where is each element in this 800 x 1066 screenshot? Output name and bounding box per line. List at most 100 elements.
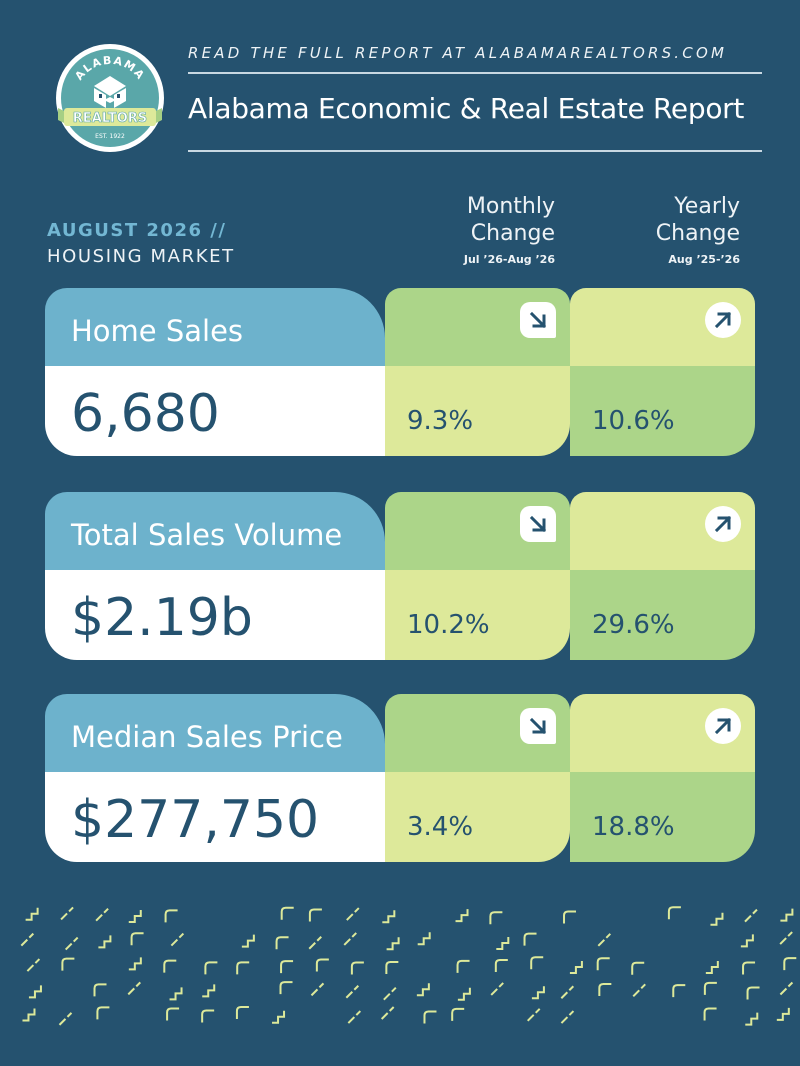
pattern-stroke [672, 984, 686, 998]
pattern-stroke [64, 936, 79, 951]
pattern-stroke [667, 906, 681, 920]
metric-value-box: 6,680 [45, 366, 385, 456]
monthly-change-value: 3.4% [407, 812, 474, 842]
metric-card-total-sales-volume: Total Sales Volume $2.19b 10.2% 29.6% [45, 492, 755, 660]
arrow-up-right-icon [705, 708, 741, 744]
pattern-stroke [742, 961, 756, 975]
pattern-stroke [380, 1006, 395, 1020]
report-link-tagline[interactable]: READ THE FULL REPORT AT ALABAMAREALTORS.… [188, 44, 728, 62]
pattern-stroke [776, 1007, 790, 1021]
metric-name: Median Sales Price [71, 720, 343, 754]
metric-value: 6,680 [71, 384, 220, 444]
pattern-stroke [455, 909, 469, 923]
pattern-stroke [496, 937, 510, 951]
pattern-stroke [128, 957, 142, 971]
pattern-stroke [308, 908, 322, 922]
svg-text:REALTORS: REALTORS [73, 111, 147, 126]
pattern-stroke [61, 957, 75, 971]
decorative-step-pattern [0, 895, 800, 1035]
yearly-header-range: Aug ’25-’26 [668, 253, 740, 266]
pattern-stroke [280, 960, 294, 974]
monthly-change-cell: 10.2% [385, 570, 570, 660]
yearly-change-top [570, 492, 755, 570]
pattern-stroke [241, 934, 255, 948]
pattern-stroke [423, 1010, 437, 1024]
yearly-header-line1: Yearly [674, 194, 740, 219]
pattern-stroke [705, 960, 719, 974]
pattern-stroke [201, 1009, 215, 1023]
pattern-stroke [280, 906, 294, 920]
yearly-change-cell: 18.8% [570, 772, 755, 862]
pattern-stroke [382, 910, 396, 924]
alabama-realtors-logo: ALABAMA REALTORS EST. 1922 [54, 42, 166, 154]
monthly-change-cell: 3.4% [385, 772, 570, 862]
arrow-up-right-icon [705, 506, 741, 542]
pattern-stroke [526, 1008, 541, 1022]
pattern-stroke [272, 1010, 286, 1024]
pattern-stroke [25, 907, 39, 921]
pattern-stroke [347, 1010, 362, 1024]
pattern-stroke [308, 936, 322, 950]
logo-seal-icon: ALABAMA REALTORS EST. 1922 [56, 44, 164, 152]
pattern-stroke [60, 906, 74, 921]
monthly-change-header: Monthly Change Jul ’26-Aug ’26 [400, 193, 555, 266]
metric-name-box: Home Sales [45, 288, 385, 366]
arrow-down-right-icon [520, 302, 556, 338]
arrow-down-right-icon [520, 708, 556, 744]
yearly-header-line2: Change [655, 221, 740, 246]
step-pattern-graphic [20, 906, 797, 1026]
yearly-change-top [570, 694, 755, 772]
section-label: HOUSING MARKET [47, 246, 235, 267]
yearly-change-header: Yearly Change Aug ’25-’26 [590, 193, 740, 266]
pattern-stroke [98, 935, 112, 949]
pattern-stroke [703, 981, 717, 995]
pattern-stroke [780, 908, 794, 922]
pattern-stroke [569, 960, 583, 974]
metric-value-box: $277,750 [45, 772, 385, 862]
monthly-change-value: 9.3% [407, 406, 474, 436]
pattern-stroke [20, 932, 35, 947]
pattern-stroke [451, 1007, 465, 1021]
yearly-change-value: 10.6% [592, 406, 675, 436]
pattern-stroke [346, 907, 360, 921]
monthly-change-top [385, 492, 570, 570]
svg-text:EST. 1922: EST. 1922 [95, 133, 125, 140]
pattern-stroke [416, 983, 430, 997]
pattern-stroke [93, 983, 107, 997]
pattern-stroke [22, 1008, 36, 1022]
monthly-header-line1: Monthly [466, 194, 555, 219]
pattern-stroke [703, 1007, 717, 1021]
pattern-stroke [235, 1006, 249, 1020]
pattern-stroke [164, 909, 178, 923]
pattern-stroke [383, 986, 397, 1001]
pattern-stroke [783, 957, 797, 971]
pattern-stroke [343, 932, 357, 946]
monthly-change-cell: 9.3% [385, 366, 570, 456]
pattern-stroke [494, 959, 508, 973]
monthly-header-range: Jul ’26-Aug ’26 [463, 253, 555, 266]
pattern-stroke [523, 932, 537, 946]
metric-value: $277,750 [71, 790, 320, 850]
pattern-stroke [456, 959, 470, 973]
header-divider-top [188, 72, 762, 74]
pattern-stroke [457, 987, 471, 1001]
monthly-change-value: 10.2% [407, 610, 490, 640]
metric-value: $2.19b [71, 588, 253, 648]
pattern-stroke [127, 981, 141, 996]
yearly-change-top [570, 288, 755, 366]
pattern-stroke [386, 937, 400, 951]
pattern-stroke [345, 985, 360, 999]
arrow-up-right-icon [705, 302, 741, 338]
metric-name-box: Total Sales Volume [45, 492, 385, 570]
pattern-stroke [202, 984, 216, 998]
pattern-stroke [560, 985, 575, 999]
pattern-stroke [96, 1006, 110, 1020]
metric-card-home-sales: Home Sales 6,680 9.3% 10.6% [45, 288, 755, 456]
yearly-change-value: 29.6% [592, 610, 675, 640]
metric-card-median-sales-price: Median Sales Price $277,750 3.4% 18.8% [45, 694, 755, 862]
pattern-stroke [315, 958, 329, 972]
pattern-stroke [417, 932, 431, 946]
pattern-stroke [490, 982, 504, 996]
pattern-stroke [598, 983, 612, 997]
monthly-header-line2: Change [470, 221, 555, 246]
